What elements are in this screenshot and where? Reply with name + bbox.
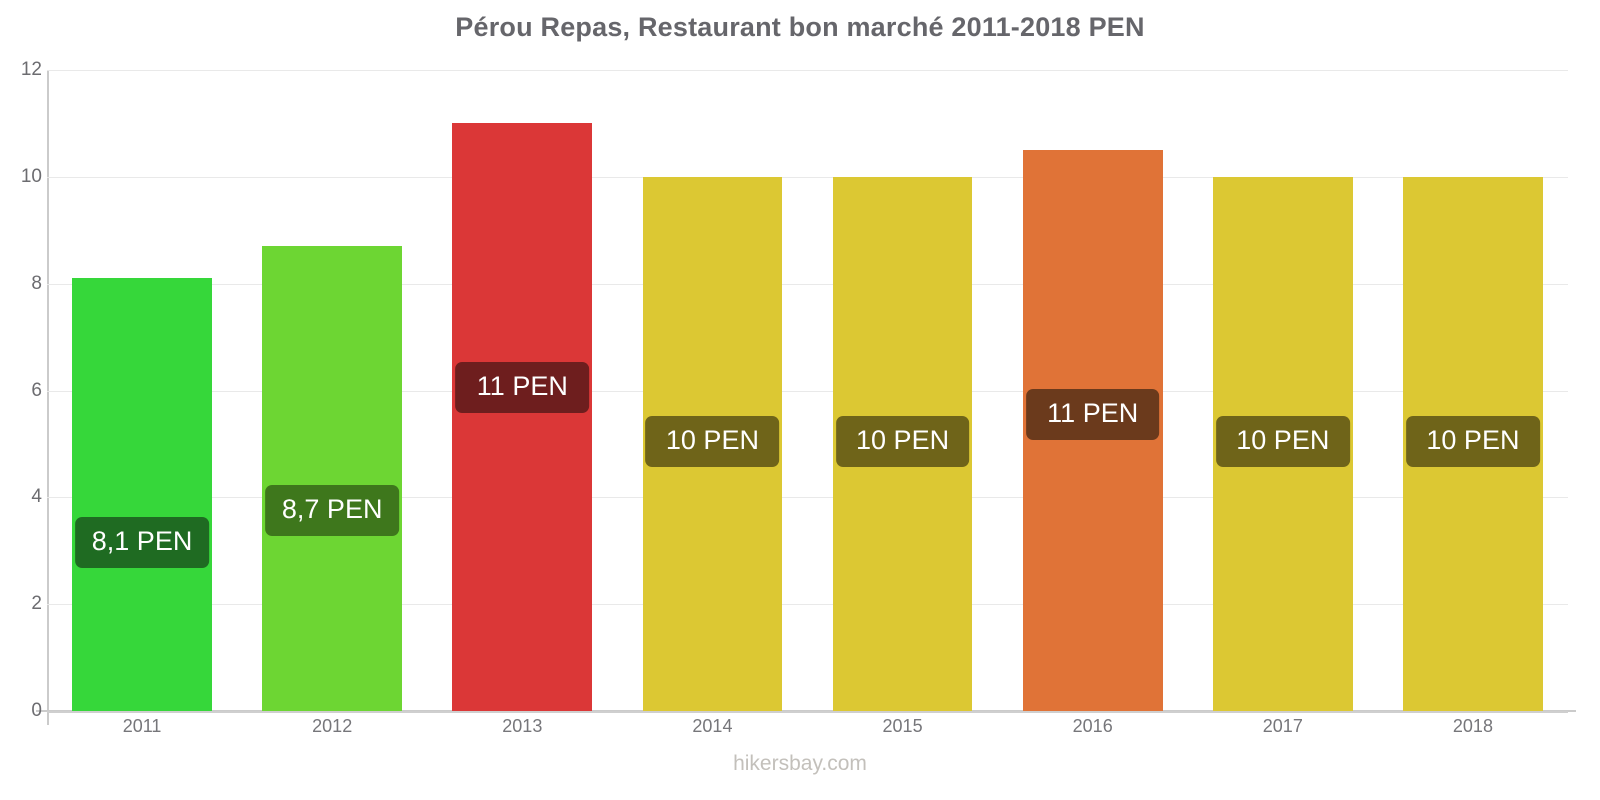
y-axis-tick-label: 0: [31, 700, 42, 721]
y-axis-tick-label: 8: [31, 272, 42, 294]
bar-value-label: 8,7 PEN: [265, 485, 400, 537]
y-axis-tick-label: 10: [20, 165, 42, 187]
x-axis-tick-label: 2017: [1262, 716, 1303, 736]
bar-slot: [72, 70, 212, 711]
x-axis-tick-label: 2015: [882, 716, 923, 736]
bar-series: 8,1 PEN 8,7 PEN 11 PEN 10 PEN 10 PEN 11 PEN 10…: [47, 70, 1568, 711]
chart-title: Pérou Repas, Restaurant bon marché 2011-…: [455, 12, 1145, 42]
x-axis-tick-label: 2016: [1072, 716, 1113, 736]
bar-slot: [1212, 70, 1353, 711]
bar-slot: [1403, 70, 1543, 711]
x-axis-ticks: 2011 2012 2013 2014 2015 2016 2017 2018: [47, 716, 1568, 756]
bar-value-label: 8,1 PEN: [75, 517, 209, 569]
x-axis-tick-label: 2018: [1452, 716, 1493, 736]
watermark: hikersbay.com: [733, 752, 867, 775]
x-axis-tick-label: 2014: [692, 716, 733, 736]
y-axis-ticks: 0 2 4 6 8 10 12: [0, 59, 42, 721]
x-axis-tick-label: 2013: [502, 716, 543, 736]
bar-value-label: 10 PEN: [1215, 415, 1350, 467]
gridline: [47, 176, 1568, 178]
y-axis-tick-label: 12: [20, 59, 42, 80]
bar-value-label: 10 PEN: [835, 415, 970, 467]
gridline: [47, 70, 1568, 71]
gridline: [47, 283, 1568, 285]
bar-slot: [832, 70, 973, 711]
bar-value-label: 11 PEN: [455, 362, 590, 414]
bar-value-label: 10 PEN: [645, 415, 780, 467]
gridline: [47, 390, 1568, 392]
y-axis-tick-label: 4: [31, 486, 42, 508]
bar[interactable]: [72, 278, 212, 711]
gridlines: [47, 70, 1568, 713]
bar-value-label: 11 PEN: [1025, 389, 1160, 441]
x-axis-tick-label: 2012: [312, 716, 353, 736]
gridline: [47, 604, 1568, 606]
x-axis-tick-label: 2011: [122, 716, 162, 736]
bar-value-label: 10 PEN: [1406, 415, 1540, 467]
bar-slot: [452, 70, 593, 711]
y-axis-tick-label: 2: [31, 593, 42, 615]
bar-slot: [642, 70, 783, 711]
gridline: [47, 497, 1568, 499]
y-axis-tick-label: 6: [31, 379, 42, 401]
bar-slot: [262, 70, 403, 711]
y-axis-line: [47, 70, 49, 725]
bar[interactable]: [452, 123, 593, 711]
bar[interactable]: [262, 246, 403, 711]
gridline: [47, 711, 1568, 713]
